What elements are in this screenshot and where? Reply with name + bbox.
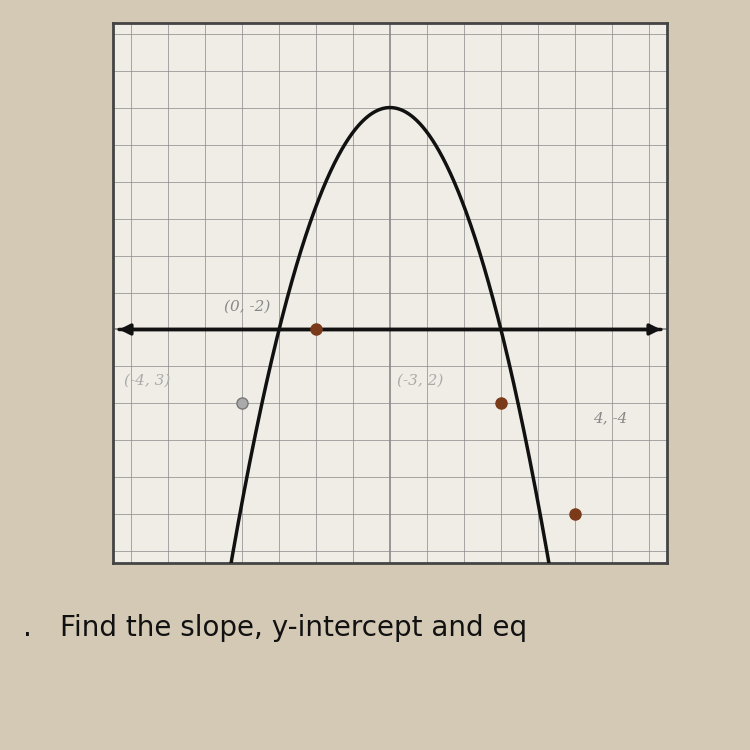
Text: Find the slope, y-intercept and eq: Find the slope, y-intercept and eq	[60, 614, 527, 642]
Text: 4, -4: 4, -4	[593, 411, 628, 425]
Text: .: .	[22, 614, 32, 642]
Text: (0, -2): (0, -2)	[224, 300, 270, 314]
Text: (-3, 2): (-3, 2)	[398, 374, 444, 388]
Text: (-4, 3): (-4, 3)	[124, 374, 170, 388]
